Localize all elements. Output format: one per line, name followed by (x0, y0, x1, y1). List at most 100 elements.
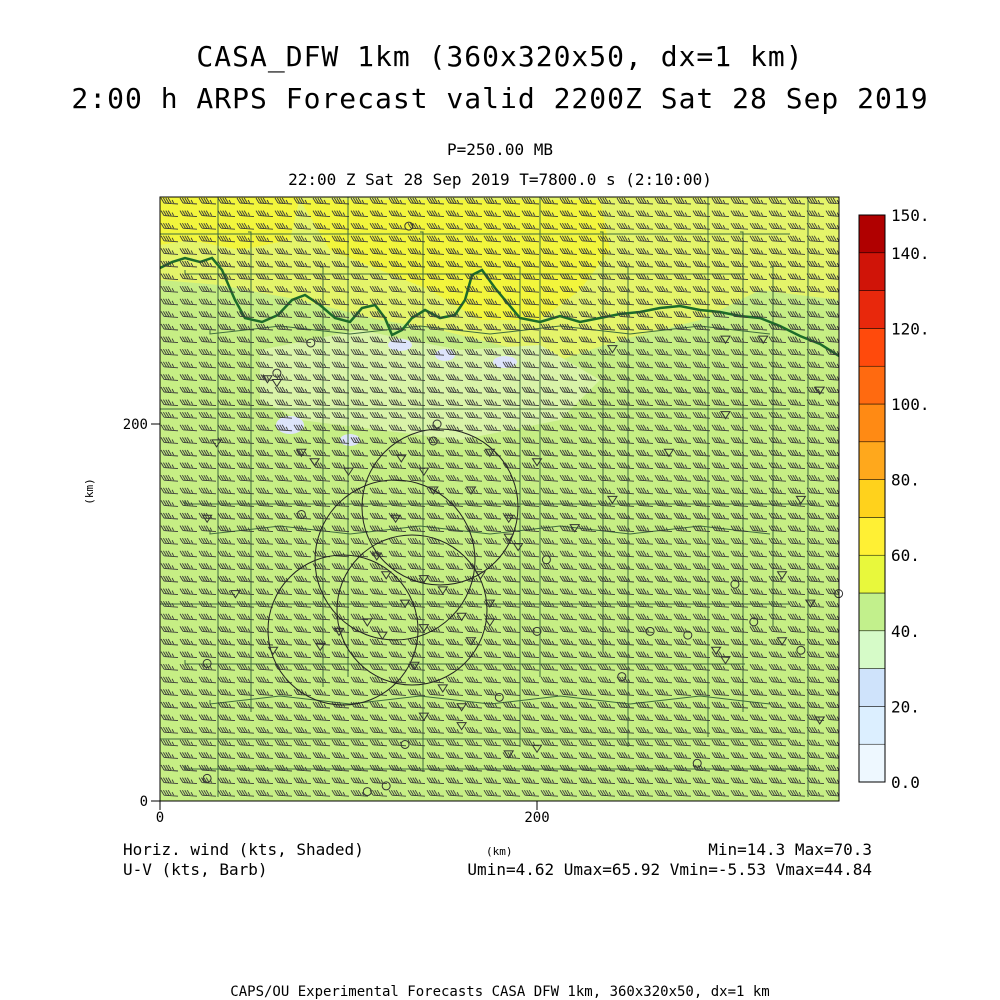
wind-barb (806, 563, 825, 570)
wind-barb (293, 600, 312, 608)
wind-barb (616, 348, 635, 356)
wind-barb (768, 222, 787, 230)
wind-barb (483, 537, 502, 545)
wind-barb (578, 676, 597, 684)
wind-barb (217, 197, 236, 205)
wind-barb (825, 613, 839, 620)
colorbar-label: 140. (891, 244, 930, 263)
wind-barb (236, 273, 255, 281)
wind-barb (407, 689, 426, 696)
wind-barb (692, 210, 711, 218)
wind-barb (616, 437, 635, 444)
wind-barb (616, 449, 635, 457)
wind-barb (540, 726, 559, 734)
wind-barb (559, 474, 578, 482)
wind-barb (483, 374, 502, 381)
station-triangle (484, 618, 496, 627)
wind-barb (597, 663, 616, 671)
wind-barb (673, 651, 692, 659)
wind-barb (521, 222, 540, 230)
wind-barb (350, 298, 369, 306)
wind-barb (217, 739, 236, 747)
wind-barb (426, 361, 445, 369)
wind-barb (445, 197, 464, 205)
wind-barb (236, 689, 255, 696)
wind-barb (787, 348, 806, 356)
wind-barb (521, 449, 540, 457)
wind-barb (654, 197, 673, 205)
wind-barb (160, 550, 179, 558)
wind-barb (616, 273, 635, 281)
wind-barb (198, 701, 217, 709)
wind-barb (236, 336, 255, 344)
wind-barb (464, 222, 483, 230)
wind-barb (407, 550, 426, 558)
wind-barb (654, 348, 673, 356)
wind-barb (616, 777, 635, 785)
wind-barb (198, 424, 217, 432)
wind-barb (654, 462, 673, 470)
wind-barb (217, 273, 236, 281)
colorbar-swatch (858, 554, 886, 594)
map-frame (159, 196, 840, 802)
station-triangle (271, 379, 283, 388)
wind-barb (540, 752, 559, 759)
station-circle (541, 555, 551, 565)
wind-barb (274, 651, 293, 659)
wind-barb (198, 537, 217, 545)
wind-barb (673, 676, 692, 684)
wind-barb (711, 248, 730, 255)
wind-barb (578, 663, 597, 671)
wind-barb (350, 789, 369, 797)
wind-barb (521, 399, 540, 407)
wind-barb (350, 550, 369, 558)
wind-barb (597, 449, 616, 457)
wind-barb (597, 411, 616, 419)
wind-barb (806, 487, 825, 495)
wind-barb (160, 336, 179, 344)
wind-barb (787, 676, 806, 684)
wind-barb (654, 311, 673, 318)
wind-barb (160, 739, 179, 747)
station-triangle (720, 411, 731, 420)
wind-barb (806, 235, 825, 243)
wind-barb (749, 651, 768, 659)
wind-barb (407, 323, 426, 331)
wind-barb (293, 273, 312, 281)
wind-barb (616, 739, 635, 747)
wind-barb (388, 336, 407, 344)
wind-barb (635, 487, 654, 495)
wind-barb (787, 764, 806, 772)
wind-barb (217, 777, 236, 785)
wind-barb (160, 537, 179, 545)
colorbar-label: 100. (891, 395, 930, 414)
wind-barb (407, 676, 426, 684)
wind-barb (540, 348, 559, 356)
wind-barb (673, 285, 692, 293)
wind-barb (730, 273, 749, 281)
wind-barb (825, 651, 839, 658)
wind-barb (692, 386, 711, 394)
wind-barb (445, 449, 464, 457)
wind-barb (445, 348, 464, 356)
wind-barb (730, 626, 749, 633)
wind-barb (350, 714, 369, 722)
wind-barb (597, 235, 616, 243)
wind-barb (312, 563, 331, 570)
wind-barb (521, 512, 540, 520)
wind-barb (350, 474, 369, 482)
wind-barb (274, 789, 293, 797)
wind-barb (179, 600, 198, 608)
wind-barb (255, 399, 274, 407)
wind-barb (749, 298, 768, 306)
wind-barb (673, 197, 692, 205)
wind-barb (806, 348, 825, 356)
wind-barb (388, 235, 407, 243)
wind-barb (369, 777, 388, 785)
wind-barb (521, 248, 540, 255)
wind-barb (787, 487, 806, 495)
wind-barb (825, 336, 839, 343)
wind-barb (331, 676, 350, 684)
wind-barb (730, 676, 749, 684)
wind-barb (293, 777, 312, 785)
